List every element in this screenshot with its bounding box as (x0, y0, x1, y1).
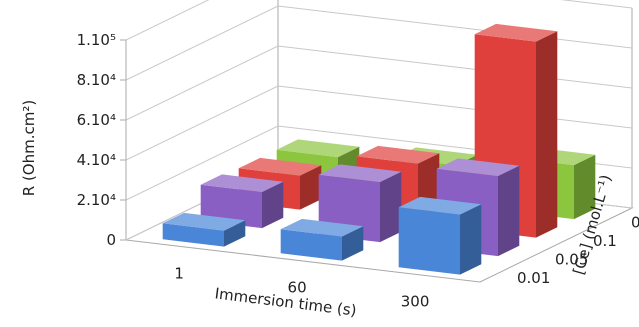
bar-side-face (498, 165, 520, 257)
y-tick-label: 2.10⁴ (77, 191, 116, 209)
y-axis-title: R (Ohm.cm²) (20, 100, 38, 196)
bar-top-face (276, 139, 360, 158)
bars (162, 23, 596, 275)
bar-top-face (200, 174, 284, 193)
series-depth-label: 0.01 (517, 269, 550, 287)
bar-top-face (318, 164, 402, 183)
y-tick-label: 8.10⁴ (77, 71, 116, 89)
y-tick-labels: 0 2.10⁴ 4.10⁴ 6.10⁴ 8.10⁴ 1.10⁵ (77, 31, 116, 249)
bar-side-face (342, 226, 364, 261)
bar-top-face (238, 157, 322, 176)
bar-side-face (460, 204, 482, 275)
x-tick-labels: 1 60 300 (174, 264, 429, 310)
series-depth-labels: 0.01 0.05 0.1 0.5 (517, 213, 639, 287)
bar-top-face (162, 212, 246, 231)
series-depth-label: 0.1 (593, 232, 617, 250)
y-tick-label: 0 (106, 231, 116, 249)
bar-side-face (574, 154, 596, 220)
y-tick-label: 4.10⁴ (77, 151, 116, 169)
bar-side-face (224, 220, 246, 247)
y-tick-label: 1.10⁵ (77, 31, 116, 49)
bar-side-face (380, 171, 402, 243)
bar-front-face (398, 207, 460, 275)
bar-side-face (536, 31, 558, 238)
bar-0.01-60 (280, 218, 364, 261)
x-tick-label: 300 (401, 292, 430, 310)
bar-front-face (162, 223, 224, 247)
bar-top-face (356, 145, 440, 164)
bar-front-face (280, 229, 342, 261)
bar-side-face (262, 181, 284, 229)
gridline (125, 0, 633, 41)
bar-top-face (474, 23, 558, 42)
x-tick-label: 1 (174, 264, 184, 282)
y-tick-label: 6.10⁴ (77, 111, 116, 129)
x-tick-label: 60 (288, 278, 307, 296)
bar-top-face (280, 218, 364, 237)
bar-top-face (398, 196, 482, 215)
x-axis-title: Immersion time (s) (214, 284, 358, 319)
bar-top-face (436, 158, 520, 177)
series-depth-label: 0.05 (555, 250, 588, 268)
series-depth-label: 0.5 (631, 213, 639, 231)
bar-0.01-1 (162, 212, 246, 247)
bar-side-face (300, 165, 322, 210)
bar-0.01-300 (398, 196, 482, 275)
